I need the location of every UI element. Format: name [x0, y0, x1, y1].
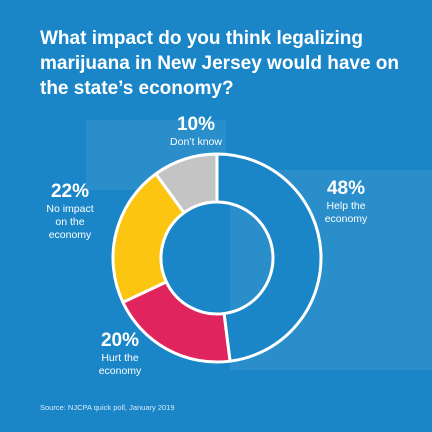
slice-label-hurt: 20% Hurt the economy	[80, 330, 160, 378]
slice-label-help: 48% Help the economy	[306, 178, 386, 226]
source-note: Source: NJCPA quick poll, January 2019	[40, 403, 175, 412]
slice-pct-hurt: 20%	[100, 330, 140, 351]
chart-title: What impact do you think legalizing mari…	[40, 28, 400, 99]
slice-label-dont-know: 10% Don’t know	[146, 114, 246, 149]
donut-slice-dont-know	[154, 152, 219, 215]
slice-pct-no-impact: 22%	[50, 181, 90, 202]
slice-label-no-impact: 22% No impact on the economy	[28, 181, 112, 242]
slice-pct-help: 48%	[326, 178, 366, 199]
slice-pct-dont-know: 10%	[176, 114, 216, 135]
slice-desc-help: Help the economy	[324, 200, 368, 225]
slice-desc-no-impact: No impact on the economy	[46, 203, 94, 241]
slice-desc-dont-know: Don’t know	[170, 136, 222, 148]
donut-slice-help	[215, 152, 323, 363]
slice-desc-hurt: Hurt the economy	[98, 352, 142, 377]
